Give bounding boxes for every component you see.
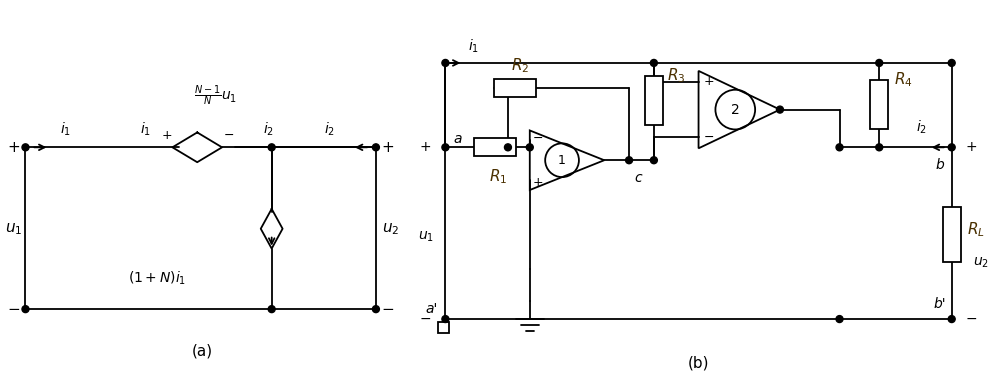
Circle shape bbox=[626, 157, 633, 164]
Circle shape bbox=[442, 60, 449, 66]
Circle shape bbox=[836, 144, 843, 151]
Text: $i_1$: $i_1$ bbox=[468, 37, 479, 55]
Text: −: − bbox=[703, 131, 714, 144]
Text: a': a' bbox=[425, 302, 438, 316]
Text: +: + bbox=[162, 129, 173, 142]
Text: $i_2$: $i_2$ bbox=[916, 119, 927, 136]
Text: $u_1$: $u_1$ bbox=[5, 221, 22, 236]
Circle shape bbox=[948, 316, 955, 322]
Text: b': b' bbox=[933, 297, 946, 311]
Circle shape bbox=[876, 144, 883, 151]
Text: −: − bbox=[381, 302, 394, 317]
Bar bbox=[870, 80, 888, 129]
Text: $R_2$: $R_2$ bbox=[511, 57, 529, 75]
Text: +: + bbox=[7, 140, 20, 155]
Circle shape bbox=[836, 316, 843, 322]
Bar bbox=[943, 207, 961, 262]
Circle shape bbox=[372, 306, 379, 312]
Text: +: + bbox=[703, 75, 714, 88]
Circle shape bbox=[948, 60, 955, 66]
Bar bbox=[645, 76, 663, 125]
Circle shape bbox=[504, 144, 511, 151]
Bar bbox=[494, 79, 536, 97]
Text: $i_1$: $i_1$ bbox=[140, 121, 151, 138]
Bar bbox=[438, 322, 449, 333]
Text: c: c bbox=[634, 171, 642, 185]
Circle shape bbox=[526, 144, 533, 151]
Circle shape bbox=[650, 60, 657, 66]
Text: $R_3$: $R_3$ bbox=[667, 66, 686, 85]
Text: $i_1$: $i_1$ bbox=[60, 121, 71, 138]
Text: $u_1$: $u_1$ bbox=[418, 230, 434, 244]
Text: +: + bbox=[381, 140, 394, 155]
Circle shape bbox=[372, 144, 379, 151]
Circle shape bbox=[268, 144, 275, 151]
Text: a: a bbox=[453, 133, 462, 146]
Text: −: − bbox=[224, 129, 234, 142]
Text: +: + bbox=[966, 140, 977, 154]
Circle shape bbox=[776, 106, 783, 113]
Text: (b): (b) bbox=[688, 355, 709, 370]
Circle shape bbox=[442, 316, 449, 322]
Text: (a): (a) bbox=[192, 343, 213, 358]
Text: $R_1$: $R_1$ bbox=[489, 168, 507, 186]
Text: −: − bbox=[966, 312, 977, 326]
Text: +: + bbox=[420, 140, 431, 154]
Bar bbox=[474, 138, 516, 156]
Text: $i_2$: $i_2$ bbox=[263, 121, 274, 138]
Text: $(1+N)i_1$: $(1+N)i_1$ bbox=[128, 270, 187, 287]
Circle shape bbox=[442, 144, 449, 151]
Circle shape bbox=[948, 144, 955, 151]
Circle shape bbox=[22, 144, 29, 151]
Text: 1: 1 bbox=[558, 154, 566, 167]
Circle shape bbox=[22, 306, 29, 312]
Text: $R_L$: $R_L$ bbox=[967, 220, 984, 239]
Text: $u_2$: $u_2$ bbox=[382, 221, 399, 236]
Text: $i_2$: $i_2$ bbox=[324, 121, 335, 138]
Text: $\frac{N-1}{N}u_1$: $\frac{N-1}{N}u_1$ bbox=[194, 84, 237, 108]
Circle shape bbox=[268, 306, 275, 312]
Text: −: − bbox=[532, 132, 543, 145]
Circle shape bbox=[650, 157, 657, 164]
Text: +: + bbox=[532, 176, 543, 189]
Text: $u_2$: $u_2$ bbox=[973, 255, 989, 270]
Text: $R_4$: $R_4$ bbox=[894, 70, 912, 89]
Text: 2: 2 bbox=[731, 103, 740, 117]
Text: b: b bbox=[935, 158, 944, 172]
Text: −: − bbox=[7, 302, 20, 317]
Circle shape bbox=[876, 60, 883, 66]
Text: −: − bbox=[420, 312, 431, 326]
